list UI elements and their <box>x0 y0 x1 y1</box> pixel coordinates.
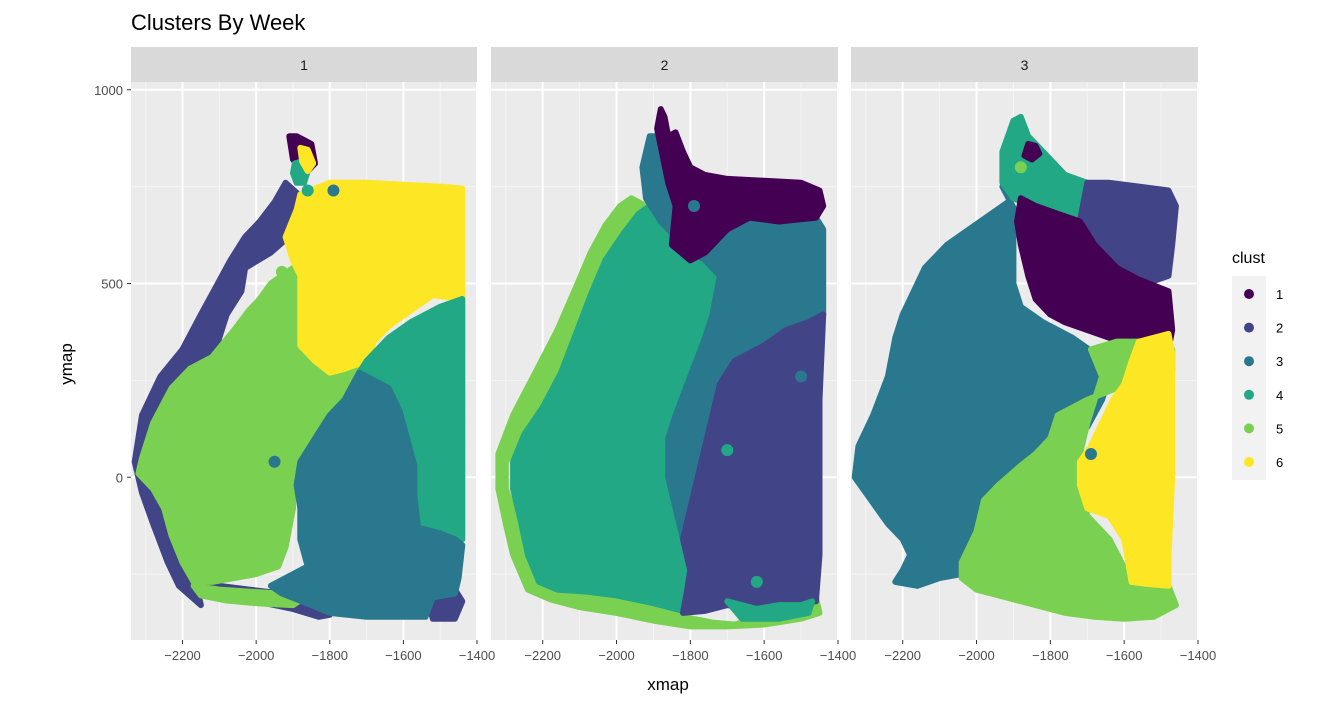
cluster-3-point <box>268 455 281 468</box>
x-tick-label: −1800 <box>672 648 709 663</box>
cluster-5-point <box>275 265 288 278</box>
y-tick-label: 1000 <box>94 83 123 98</box>
legend-key-3 <box>1244 356 1254 367</box>
cluster-3-point <box>795 370 808 383</box>
x-tick-label: −2000 <box>958 648 995 663</box>
legend-label-2: 2 <box>1276 321 1283 336</box>
cluster-4-point <box>721 444 734 457</box>
x-tick-label: −2200 <box>524 648 561 663</box>
facet-panel: 3 −2200 −2000 −1800 −1600 −1400 <box>851 47 1216 663</box>
legend-label-4: 4 <box>1276 388 1283 403</box>
chart-title: Clusters By Week <box>131 10 306 35</box>
legend: clust 1 2 3 4 5 6 <box>1232 250 1283 480</box>
facet-strip-label: 3 <box>1021 57 1029 73</box>
x-tick-label: −1400 <box>820 648 857 663</box>
x-tick-label: −1600 <box>746 648 783 663</box>
x-tick-label: −2200 <box>884 648 921 663</box>
x-tick-label: −1400 <box>459 648 496 663</box>
legend-label-1: 1 <box>1276 287 1283 302</box>
x-tick-label: −1400 <box>1180 648 1217 663</box>
facet-strip <box>851 47 1198 82</box>
y-tick-label: 0 <box>116 470 123 485</box>
legend-label-3: 3 <box>1276 354 1283 369</box>
x-tick-label: −2200 <box>164 648 201 663</box>
facet-panel: 2 −2200 −2000 −1800 −1600 −1400 <box>491 47 856 663</box>
facet-strip-label: 1 <box>300 57 308 73</box>
cluster-4-points <box>724 598 816 622</box>
cluster-3-points <box>851 183 1113 589</box>
cluster-6-points <box>1076 330 1176 589</box>
legend-title: clust <box>1232 250 1265 267</box>
facet-strip <box>131 47 477 82</box>
cluster-3-points <box>267 369 466 620</box>
facet-panel: 1 −2200 −2000 −1800 −1600 −1400 <box>131 47 495 663</box>
x-tick-label: −1600 <box>385 648 422 663</box>
legend-key-6 <box>1244 457 1254 467</box>
cluster-1-points <box>654 106 827 264</box>
cluster-6-points <box>282 179 466 376</box>
cluster-3-point <box>688 200 701 212</box>
facet-panels: 1 −2200 −2000 −1800 −1600 −1400 2 −2200 −2000 −18… <box>131 47 1216 663</box>
facet-strip <box>491 47 838 82</box>
facet-strip-label: 2 <box>661 57 669 73</box>
cluster-2-points <box>680 311 827 616</box>
cluster-4-point <box>750 575 763 588</box>
cluster-4-point <box>617 455 630 468</box>
cluster-1-points <box>1021 141 1043 163</box>
cluster-4-point <box>1036 188 1049 201</box>
y-tick-label: 500 <box>101 277 123 292</box>
legend-key-4 <box>1244 389 1254 400</box>
cluster-3-point <box>1084 448 1097 460</box>
x-tick-label: −2000 <box>598 648 635 663</box>
legend-key-5 <box>1244 423 1254 434</box>
legend-label-5: 5 <box>1276 421 1283 436</box>
legend-key-background <box>1232 276 1266 480</box>
x-axis-title: xmap <box>647 675 689 694</box>
cluster-4-point <box>301 184 314 197</box>
y-axis-title: ymap <box>57 343 76 385</box>
x-tick-label: −2000 <box>238 648 275 663</box>
x-tick-label: −1600 <box>1106 648 1143 663</box>
cluster-5-point <box>1014 161 1027 174</box>
cluster-3-point <box>327 184 340 197</box>
cluster-6-points <box>297 144 317 175</box>
x-tick-label: −1800 <box>1032 648 1069 663</box>
legend-key-1 <box>1244 289 1254 299</box>
legend-key-2 <box>1244 322 1254 333</box>
legend-label-6: 6 <box>1276 455 1283 470</box>
y-axis: 0 500 1000 <box>94 83 131 485</box>
x-tick-label: −1800 <box>312 648 349 663</box>
